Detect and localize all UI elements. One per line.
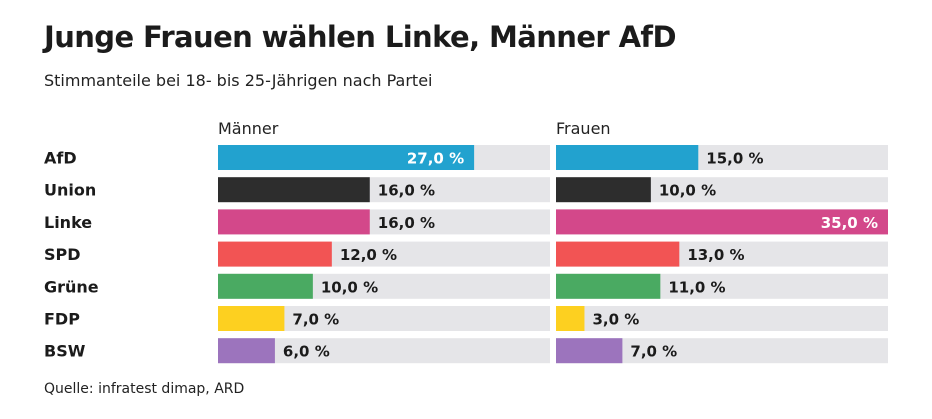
panel-label-frauen: Frauen [556,119,611,138]
bar-fdp [556,306,585,331]
chart-title: Junge Frauen wählen Linke, Männer AfD [44,20,677,54]
bar-linke [556,209,888,235]
data-label: 15,0 % [706,150,763,168]
data-label: 11,0 % [668,278,725,296]
bar-bsw [556,338,623,364]
party-label: AfD [44,149,77,168]
party-label: BSW [44,342,86,361]
panel-label-männer: Männer [218,119,279,138]
party-label: FDP [44,310,80,329]
data-label: 16,0 % [378,182,435,200]
bar-union [556,177,651,203]
data-label: 16,0 % [378,214,435,232]
bar-track [556,306,888,331]
data-label: 10,0 % [321,278,378,296]
bar-grüne [556,273,661,299]
bar-spd [218,241,332,267]
party-label: Union [44,181,96,200]
data-label: 27,0 % [407,150,464,168]
data-label: 7,0 % [630,343,677,361]
bar-union [218,177,370,203]
data-label: 7,0 % [292,311,339,329]
data-label: 6,0 % [283,343,330,361]
data-label: 10,0 % [659,182,716,200]
party-label: SPD [44,245,81,264]
data-label: 3,0 % [592,311,639,329]
bar-linke [218,209,370,235]
party-label: Linke [44,213,92,232]
bar-fdp [218,306,285,331]
source-note: Quelle: infratest dimap, ARD [44,381,245,397]
data-label: 13,0 % [687,246,744,264]
bar-bsw [218,338,275,364]
bar-afd [556,145,699,170]
data-label: 12,0 % [340,246,397,264]
chart-subtitle: Stimmanteile bei 18- bis 25-Jährigen nac… [44,71,433,90]
party-label: Grüne [44,277,99,296]
bar-afd [218,145,475,170]
data-label: 35,0 % [821,214,878,232]
bar-spd [556,241,680,267]
bar-grüne [218,273,313,299]
